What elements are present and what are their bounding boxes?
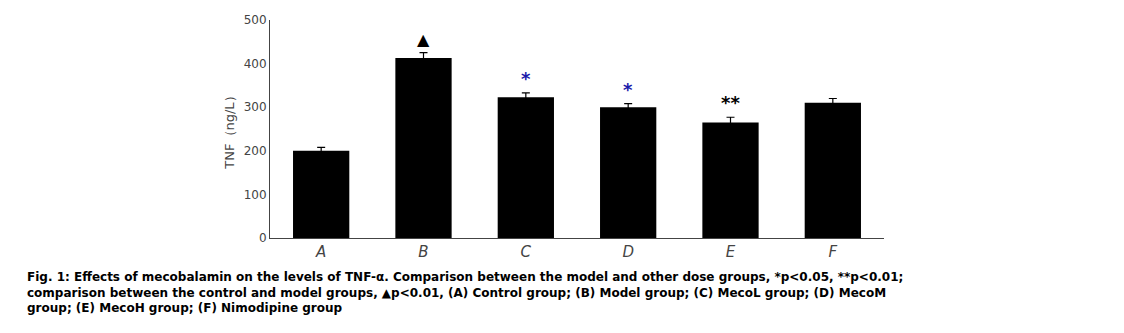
- svg-text:300: 300: [244, 100, 267, 114]
- svg-text:*: *: [623, 79, 633, 100]
- svg-text:C: C: [521, 243, 532, 261]
- svg-text:F: F: [829, 243, 838, 261]
- svg-text:400: 400: [244, 57, 267, 71]
- svg-text:D: D: [622, 243, 634, 261]
- svg-text:100: 100: [244, 188, 267, 202]
- svg-text:**: **: [721, 92, 740, 113]
- svg-text:B: B: [418, 243, 428, 261]
- svg-text:A: A: [315, 243, 326, 261]
- svg-text:▲: ▲: [417, 30, 430, 49]
- svg-text:0: 0: [259, 231, 267, 245]
- svg-text:Fig. 1: Effects of mecobalamin: Fig. 1: Effects of mecobalamin on the le…: [27, 270, 903, 315]
- svg-text:*: *: [521, 68, 531, 89]
- svg-text:500: 500: [244, 13, 267, 27]
- svg-text:200: 200: [244, 144, 267, 158]
- svg-text:TNF（ng/L）: TNF（ng/L）: [222, 89, 237, 169]
- svg-text:E: E: [726, 243, 736, 261]
